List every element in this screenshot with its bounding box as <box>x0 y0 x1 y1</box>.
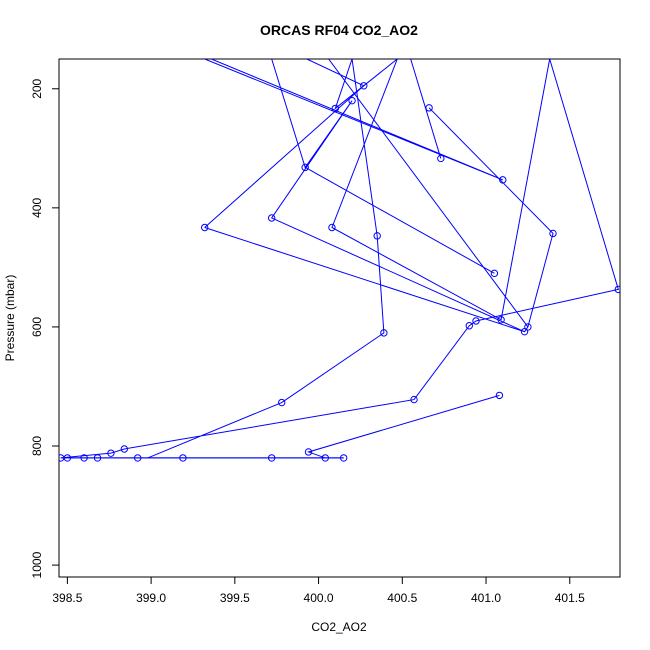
y-tick-label: 600 <box>30 317 44 337</box>
y-tick-label: 400 <box>30 198 44 218</box>
series-line <box>204 59 365 228</box>
data-point <box>301 163 309 172</box>
series-line <box>204 227 525 333</box>
data-point <box>328 223 336 232</box>
data-point <box>107 449 115 457</box>
series-layer <box>59 59 620 462</box>
data-point <box>495 391 504 400</box>
data-point <box>380 329 388 337</box>
y-tick-label: 800 <box>30 436 44 456</box>
data-point <box>425 104 433 112</box>
series-line <box>428 107 554 328</box>
x-axis-label: CO2_AO2 <box>311 620 367 634</box>
data-point <box>614 285 620 294</box>
x-axis: 398.5 399.0 399.5 400.0 400.5 401.0 401.5 <box>52 576 585 605</box>
data-point <box>472 317 480 325</box>
x-tick-label: 399.5 <box>220 591 250 605</box>
data-point <box>200 223 209 232</box>
x-tick-label: 401.5 <box>555 591 585 605</box>
data-point <box>410 395 418 404</box>
y-tick-label: 1000 <box>30 551 44 578</box>
y-tick-label: 200 <box>30 78 44 98</box>
data-point <box>120 445 129 453</box>
data-point <box>267 214 276 222</box>
data-point <box>278 398 286 407</box>
data-point <box>360 82 368 90</box>
data-point <box>304 448 313 456</box>
x-tick-label: 400.0 <box>304 591 334 605</box>
series-line <box>204 59 503 181</box>
x-tick-label: 400.5 <box>387 591 417 605</box>
data-point <box>348 96 356 105</box>
data-point <box>437 154 445 163</box>
x-tick-label: 399.0 <box>136 591 166 605</box>
y-axis: 200 400 600 800 1000 <box>30 78 60 578</box>
chart-title: ORCAS RF04 CO2_AO2 <box>260 22 418 38</box>
plot-frame <box>58 58 621 578</box>
data-point <box>465 322 473 330</box>
data-point <box>524 323 532 331</box>
data-point <box>490 269 499 278</box>
x-tick-label: 401.0 <box>471 591 501 605</box>
x-tick-label: 398.5 <box>52 591 82 605</box>
series-line <box>304 166 495 274</box>
y-axis-label: Pressure (mbar) <box>3 275 17 362</box>
series-line <box>410 59 442 159</box>
data-point <box>549 229 557 238</box>
data-point <box>373 232 381 240</box>
